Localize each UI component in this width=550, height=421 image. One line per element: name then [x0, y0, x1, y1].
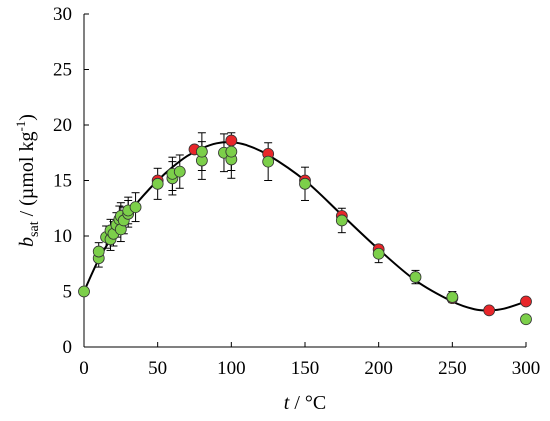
green-data-point — [409, 271, 422, 283]
y-axis-title-close: ) — [16, 114, 38, 121]
y-axis-title-sup: -1 — [13, 121, 28, 132]
x-tick-label: 300 — [512, 358, 541, 379]
green-data-point — [129, 201, 142, 214]
data-point-layer — [78, 134, 532, 326]
red-data-point — [225, 134, 238, 147]
x-tick-label: 50 — [148, 358, 167, 379]
y-tick-label: 0 — [63, 337, 73, 358]
y-axis-title: bsat / (µmol kg-1) — [13, 114, 42, 247]
green-data-point — [173, 165, 186, 178]
green-data-point — [195, 145, 208, 158]
y-tick-label: 15 — [53, 171, 72, 192]
y-axis-title-sub: sat — [27, 221, 42, 237]
y-tick-label: 10 — [53, 226, 72, 247]
green-data-point — [446, 291, 459, 303]
green-data-point — [262, 155, 275, 168]
x-tick-label: 250 — [438, 358, 467, 379]
x-axis-title-var: t — [284, 392, 290, 414]
green-data-point — [151, 177, 164, 190]
y-tick-label: 20 — [53, 115, 72, 136]
y-axis-title-var: b — [16, 237, 38, 247]
x-tick-label: 200 — [364, 358, 393, 379]
ticks: 0 50 100 150 200 250 300 0 5 10 15 20 25 30 — [53, 4, 540, 379]
y-tick-label: 30 — [53, 4, 72, 25]
green-data-point — [372, 247, 385, 260]
green-data-point — [92, 245, 105, 258]
x-tick-label: 150 — [291, 358, 320, 379]
green-data-point — [78, 285, 90, 298]
x-axis-title-unit: / °C — [289, 392, 326, 414]
green-data-point — [520, 313, 532, 326]
y-tick-label: 25 — [53, 60, 72, 81]
error-bar-layer — [80, 132, 530, 324]
x-axis-title: t / °C — [284, 392, 326, 414]
x-tick-label: 0 — [79, 358, 89, 379]
green-data-point — [225, 145, 238, 158]
green-data-point — [299, 177, 311, 190]
red-data-point — [483, 304, 496, 317]
y-tick-label: 5 — [63, 282, 73, 303]
x-tick-label: 100 — [217, 358, 246, 379]
y-axis-title-unit: / (µmol kg — [16, 132, 38, 222]
green-data-point — [335, 214, 348, 227]
red-data-point — [520, 295, 532, 308]
